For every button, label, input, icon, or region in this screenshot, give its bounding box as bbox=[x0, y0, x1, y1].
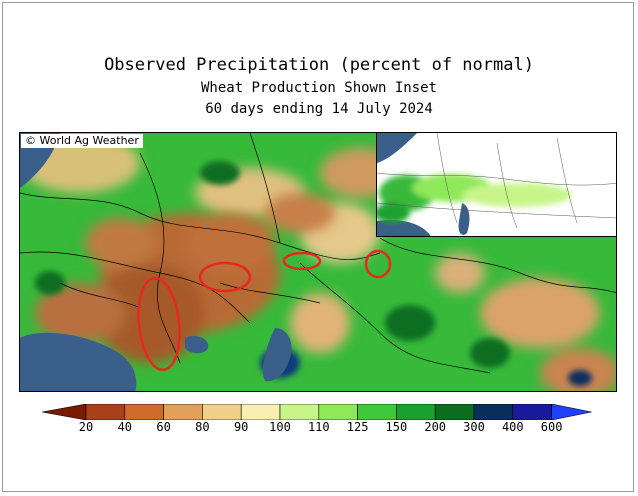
colorbar-tick-label: 40 bbox=[117, 420, 133, 434]
colorbar-cell bbox=[318, 404, 358, 420]
colorbar-tick-label: 300 bbox=[463, 420, 485, 434]
colorbar-cell bbox=[357, 404, 397, 420]
map-title: Observed Precipitation (percent of norma… bbox=[104, 55, 534, 75]
colorbar-tick-label: 125 bbox=[346, 420, 369, 434]
colorbar-tick-label: 60 bbox=[156, 420, 171, 434]
sea-of-azov bbox=[185, 336, 209, 354]
inset-black-sea bbox=[377, 219, 431, 236]
colorbar-cell bbox=[434, 404, 475, 420]
map-subtitle: Wheat Production Shown Inset bbox=[200, 80, 437, 96]
inset-wheat-areas bbox=[377, 174, 572, 223]
highlight-ellipse-central bbox=[198, 261, 252, 293]
highlight-ellipse-volga bbox=[282, 251, 322, 271]
colorbar-cell bbox=[202, 404, 242, 420]
inset-map bbox=[377, 133, 616, 236]
colorbar-tick-label: 80 bbox=[195, 420, 210, 434]
colorbar-tick-label: 600 bbox=[540, 420, 563, 434]
caspian-sea bbox=[263, 328, 292, 382]
copyright-credit: © World Ag Weather bbox=[21, 134, 143, 148]
colorbar-cell bbox=[85, 404, 126, 420]
wheat-production-inset bbox=[376, 132, 617, 237]
colorbar-cell bbox=[512, 404, 552, 420]
colorbar-cell bbox=[240, 404, 281, 420]
colorbar-tick-label: 110 bbox=[307, 420, 330, 434]
colorbar-tick-label: 400 bbox=[501, 420, 524, 434]
colorbar-cell bbox=[396, 404, 436, 420]
precipitation-colorbar bbox=[42, 404, 592, 420]
precip-dry-areas bbox=[35, 193, 335, 363]
black-sea bbox=[20, 332, 137, 391]
colorbar-tick-label: 200 bbox=[424, 420, 447, 434]
colorbar-tick-label: 90 bbox=[233, 420, 249, 434]
highlight-ellipse-west bbox=[137, 276, 181, 372]
colorbar-tick-label: 150 bbox=[385, 420, 408, 434]
colorbar-cell bbox=[279, 404, 320, 420]
colorbar-arrow-low bbox=[42, 404, 87, 420]
colorbar-cell bbox=[124, 404, 164, 420]
colorbar-cell bbox=[473, 404, 514, 420]
colorbar-arrow-high bbox=[551, 404, 592, 420]
border-lines bbox=[20, 133, 616, 374]
colorbar-tick-label: 100 bbox=[269, 420, 291, 434]
highlight-ellipse-east bbox=[364, 249, 392, 279]
figure-frame bbox=[2, 2, 634, 492]
inset-caspian bbox=[458, 203, 470, 235]
map-period: 60 days ending 14 July 2024 bbox=[205, 101, 433, 117]
precipitation-map bbox=[19, 132, 617, 392]
colorbar-tick-label: 20 bbox=[78, 420, 94, 434]
colorbar-cell bbox=[163, 404, 203, 420]
highlight-markers bbox=[137, 249, 392, 372]
inset-baltic bbox=[377, 133, 417, 163]
precipitation-field bbox=[20, 133, 616, 391]
inset-borders bbox=[377, 133, 616, 229]
